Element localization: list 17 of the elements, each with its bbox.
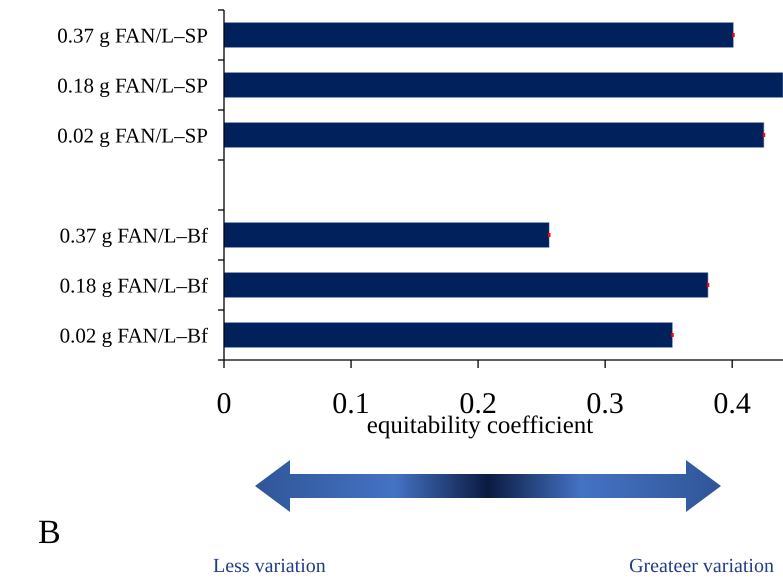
bar	[224, 322, 673, 348]
x-tick-label: 0.4	[713, 387, 751, 420]
y-tick-label: 0.02 g FAN/L–SP	[57, 123, 208, 148]
y-tick-label: 0.37 g FAN/L–Bf	[60, 223, 208, 248]
y-tick-label: 0.37 g FAN/L–SP	[57, 23, 208, 48]
text: B	[38, 514, 61, 551]
x-tick-label: 0	[216, 387, 232, 420]
y-tick-label: 0.18 g FAN/L–Bf	[60, 273, 208, 298]
y-tick-label: 0.18 g FAN/L–SP	[57, 73, 208, 98]
bar	[224, 122, 764, 148]
bar	[224, 22, 734, 48]
bar	[224, 222, 550, 248]
bar	[224, 272, 708, 298]
text: Greateer variation	[629, 555, 774, 577]
y-tick-label: 0.02 g FAN/L–Bf	[60, 323, 208, 348]
bar	[224, 72, 783, 98]
text: Less variation	[213, 555, 326, 577]
